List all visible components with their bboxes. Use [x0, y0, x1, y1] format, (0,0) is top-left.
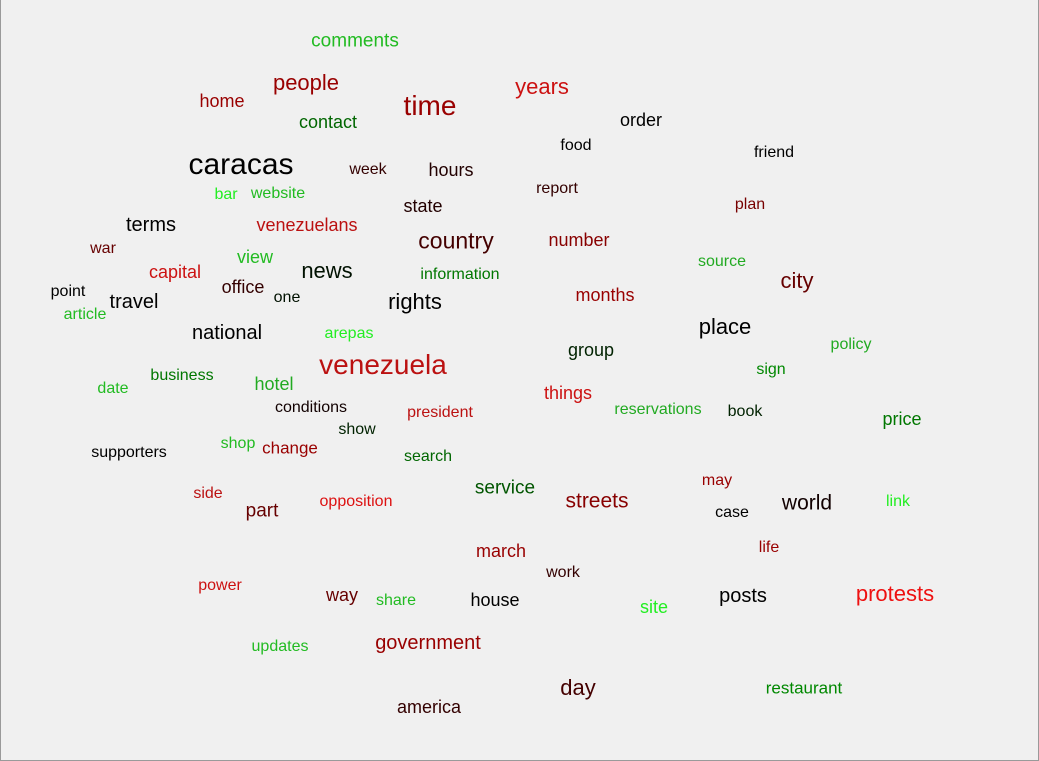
- word-opposition: opposition: [319, 493, 393, 510]
- word-world: world: [781, 491, 833, 515]
- word-contact: contact: [298, 112, 358, 132]
- word-march: march: [475, 541, 527, 561]
- word-source: source: [697, 253, 747, 270]
- word-supporters: supporters: [91, 444, 167, 461]
- word-updates: updates: [251, 638, 309, 655]
- word-food: food: [560, 137, 592, 154]
- word-view: view: [236, 247, 274, 267]
- word-people: people: [272, 70, 340, 95]
- word-capital: capital: [148, 262, 202, 282]
- word-national: national: [191, 322, 263, 344]
- word-posts: posts: [719, 585, 767, 607]
- word-link: link: [885, 493, 911, 510]
- word-way: way: [325, 585, 359, 605]
- word-order: order: [619, 110, 663, 130]
- word-months: months: [575, 285, 635, 305]
- word-bar: bar: [214, 186, 238, 203]
- word-point: point: [50, 283, 86, 300]
- word-website: website: [250, 185, 306, 202]
- word-conditions: conditions: [274, 399, 348, 416]
- word-side: side: [193, 485, 223, 502]
- word-caracas: caracas: [188, 148, 294, 181]
- word-change: change: [262, 438, 318, 458]
- word-service: service: [474, 477, 536, 499]
- word-venezuela: venezuela: [319, 349, 447, 380]
- word-may: may: [701, 472, 733, 489]
- word-arepas: arepas: [324, 325, 374, 342]
- word-things: things: [543, 383, 593, 403]
- word-week: week: [349, 161, 387, 178]
- word-travel: travel: [109, 291, 159, 313]
- word-part: part: [245, 500, 279, 522]
- word-comments: comments: [311, 30, 399, 52]
- word-sign: sign: [756, 361, 786, 378]
- word-hotel: hotel: [254, 374, 294, 394]
- word-streets: streets: [565, 489, 629, 513]
- word-war: war: [90, 240, 116, 257]
- word-rights: rights: [388, 289, 442, 314]
- word-protests: protests: [855, 581, 935, 606]
- word-shop: shop: [220, 435, 256, 452]
- word-number: number: [548, 230, 610, 250]
- word-share: share: [375, 592, 417, 609]
- word-restaurant: restaurant: [765, 678, 843, 698]
- word-house: house: [470, 590, 520, 610]
- word-reservations: reservations: [614, 401, 702, 418]
- word-friend: friend: [753, 144, 795, 161]
- word-information: information: [420, 266, 500, 283]
- word-hours: hours: [428, 160, 474, 180]
- word-one: one: [273, 289, 301, 306]
- word-years: years: [515, 74, 569, 99]
- word-day: day: [560, 675, 596, 700]
- word-date: date: [97, 380, 129, 397]
- word-state: state: [403, 196, 443, 216]
- word-show: show: [338, 421, 376, 438]
- word-work: work: [546, 564, 580, 581]
- word-life: life: [758, 539, 780, 556]
- word-news: news: [301, 258, 353, 283]
- word-report: report: [536, 180, 578, 197]
- word-place: place: [698, 314, 752, 339]
- word-business: business: [150, 367, 214, 384]
- word-president: president: [407, 404, 473, 421]
- word-article: article: [63, 306, 107, 323]
- word-site: site: [639, 597, 669, 617]
- word-price: price: [882, 409, 922, 429]
- word-country: country: [418, 227, 494, 254]
- word-group: group: [567, 340, 615, 360]
- word-city: city: [780, 268, 814, 293]
- word-venezuelans: venezuelans: [256, 215, 358, 235]
- word-office: office: [221, 277, 265, 297]
- word-america: america: [396, 697, 462, 717]
- word-home: home: [199, 91, 245, 111]
- word-terms: terms: [126, 214, 176, 236]
- word-book: book: [727, 403, 763, 420]
- word-power: power: [198, 577, 242, 594]
- word-plan: plan: [734, 196, 766, 213]
- word-search: search: [403, 448, 453, 465]
- word-time: time: [403, 90, 457, 121]
- word-government: government: [375, 632, 481, 654]
- word-case: case: [715, 504, 749, 521]
- word-policy: policy: [830, 336, 872, 353]
